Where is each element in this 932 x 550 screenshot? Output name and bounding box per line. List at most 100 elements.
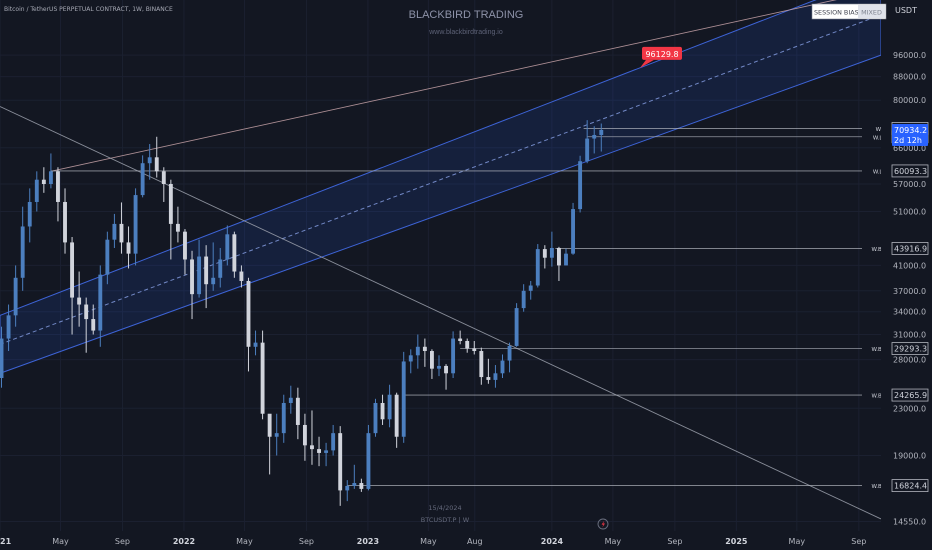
candle-body [578,161,583,210]
candle [77,271,82,327]
candle-body [317,449,321,453]
candle-body [183,231,187,260]
candle-body [168,183,173,224]
bar-countdown: 2d 12h [894,136,922,145]
candle-body [486,377,491,380]
candle-body [119,223,124,243]
price-axis[interactable] [881,0,932,531]
candle-body [507,345,512,361]
x-tick-label: May [236,537,253,546]
x-tick-label: Sep [299,537,314,546]
candle-body [48,171,53,184]
candle-body [295,397,300,425]
x-tick-label: 2021 [0,537,12,546]
candle [549,231,554,267]
candle-body [444,365,448,374]
price-axis-labels: 96000.0 88000.0 80000.0 66000.0 57000.0 51000… [893,51,926,526]
candle [13,265,18,327]
candle [542,245,547,269]
candle-body [0,338,4,379]
candle [599,123,604,152]
candle [253,330,258,356]
level-label: W.LS [873,135,887,141]
y-tick-label: 57000.0 [893,180,926,189]
candle-body [175,223,180,232]
alert-value: 96129.8 [645,50,678,59]
candle-body [331,433,336,451]
candle-body [288,397,293,403]
session-bias-value: MIXED [861,9,882,17]
candle-body [521,290,526,309]
candle [302,413,307,461]
candle-body [585,138,590,162]
x-tick-label: May [420,537,437,546]
candle-body [41,179,46,184]
bottom-date: 15/4/2024 [428,504,461,512]
candle [197,239,202,298]
level-label: W.LS [873,169,887,175]
candle-body [401,361,406,437]
symbol-title: Bitcoin / TetherUS PERPETUAL CONTRACT, 1… [4,6,173,13]
session-bias-box[interactable]: SESSION BIAS MIXED [811,3,887,20]
x-tick-label: 2022 [173,537,195,546]
candle-body [126,242,131,254]
candle [0,326,4,388]
candle-body [564,253,568,266]
candle [27,188,32,243]
y-tick-label: 80000.0 [893,96,926,105]
x-tick-label: Aug [467,537,483,546]
candle [218,247,223,288]
candle [63,188,67,254]
candle [310,410,314,465]
candle [140,155,145,198]
candle [105,231,110,285]
candle-body [422,346,427,352]
lightning-icon[interactable] [597,518,609,530]
candle-body [493,373,498,380]
candle-body [91,319,96,331]
candle-body [302,424,307,446]
candle-body [571,209,575,254]
candle-body [13,277,18,316]
candle [585,120,590,164]
candle-body [528,285,533,291]
time-axis[interactable] [0,531,932,550]
level-label: W.BO [871,484,886,490]
candle [281,394,286,443]
candle [112,213,117,248]
candle [20,206,25,291]
candle [190,250,194,320]
candle-body [557,247,561,266]
candle-body [373,402,378,434]
candle-body [592,134,597,139]
candle [401,351,406,443]
y-tick-label: 66000.0 [893,144,926,153]
currency-label: USDT [895,6,917,15]
y-tick-label: 88000.0 [893,73,926,82]
candle [387,384,392,428]
candle-body [479,351,484,378]
candle-body [77,297,82,305]
candle [41,167,46,193]
candle [408,349,413,374]
level-tag-box [891,342,929,355]
candle-body [239,271,244,281]
candle-body [197,256,202,295]
y-tick-label: 41000.0 [893,261,926,270]
candle-body [310,445,314,450]
candle [422,338,427,367]
x-tick-label: May [789,537,806,546]
candle-body [98,274,103,331]
candle-body [387,394,392,420]
candle [70,236,75,335]
current-price-tag [892,123,928,146]
candle [239,265,244,288]
y-tick-label: 19000.0 [893,452,926,461]
candle [373,398,378,437]
candle [246,277,251,372]
x-tick-label: May [605,537,622,546]
time-axis-labels: 2021 May Sep 2022 May Sep 2023 May Aug 2024 May Sep… [0,537,866,546]
candle-body [465,340,470,349]
candle-body [105,239,110,275]
